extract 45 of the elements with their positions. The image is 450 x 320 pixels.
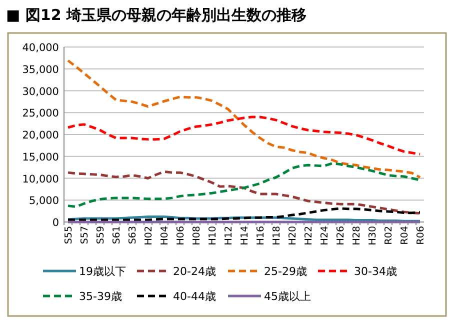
- y-tick-label: 35,000: [22, 64, 59, 76]
- y-tick-label: 40,000: [22, 42, 59, 54]
- x-tick-label: H10: [208, 226, 218, 246]
- x-tick-label: H06: [176, 226, 186, 246]
- line-series: [66, 162, 422, 208]
- line-series: [66, 116, 422, 156]
- x-tick-label: H26: [336, 226, 346, 246]
- y-tick-label: 10,000: [22, 173, 59, 186]
- x-tick-label: R02: [384, 226, 394, 245]
- x-tick-label: H08: [192, 226, 202, 246]
- x-tick-label: S63: [128, 226, 138, 244]
- x-tick-label: S57: [80, 226, 90, 244]
- legend-label: 19歳以下: [79, 265, 126, 278]
- x-tick-label: H04: [160, 226, 170, 246]
- x-tick-label: H24: [320, 226, 330, 246]
- line-series: [66, 59, 422, 179]
- x-tick-label: S55: [64, 226, 74, 244]
- y-tick-label: 0: [52, 217, 59, 229]
- legend-label: 20-24歳: [173, 265, 216, 278]
- y-tick-label: 30,000: [22, 86, 59, 98]
- x-tick-label: H28: [352, 226, 362, 246]
- x-tick-label: H30: [368, 226, 378, 246]
- y-tick-label: 25,000: [22, 108, 59, 120]
- x-tick-label: H20: [288, 226, 298, 246]
- x-tick-label: R04: [400, 226, 410, 245]
- line-series: [66, 207, 422, 222]
- x-tick-label: H18: [272, 226, 282, 246]
- line-series: [66, 170, 422, 214]
- y-tick-label: 20,000: [22, 130, 59, 142]
- y-tick-label: 5,000: [28, 195, 59, 208]
- x-tick-label: H22: [304, 226, 314, 246]
- legend-label: 30-34歳: [354, 265, 397, 278]
- x-tick-label: H12: [224, 226, 234, 246]
- x-tick-label: S59: [96, 226, 106, 244]
- x-tick-label: R06: [416, 226, 426, 245]
- legend-label: 40-44歳: [173, 290, 216, 303]
- y-tick-label: 15,000: [22, 151, 59, 164]
- x-tick-label: H14: [240, 226, 250, 246]
- x-tick-label: H02: [144, 226, 154, 246]
- chart-title: ■ 図12 埼玉県の母親の年齢別出生数の推移: [6, 6, 306, 24]
- x-tick-label: H16: [256, 226, 266, 246]
- x-tick-label: S61: [112, 226, 122, 244]
- legend-label: 25-29歳: [264, 265, 307, 278]
- legend-label: 45歳以上: [264, 290, 311, 303]
- legend-label: 35-39歳: [79, 290, 122, 303]
